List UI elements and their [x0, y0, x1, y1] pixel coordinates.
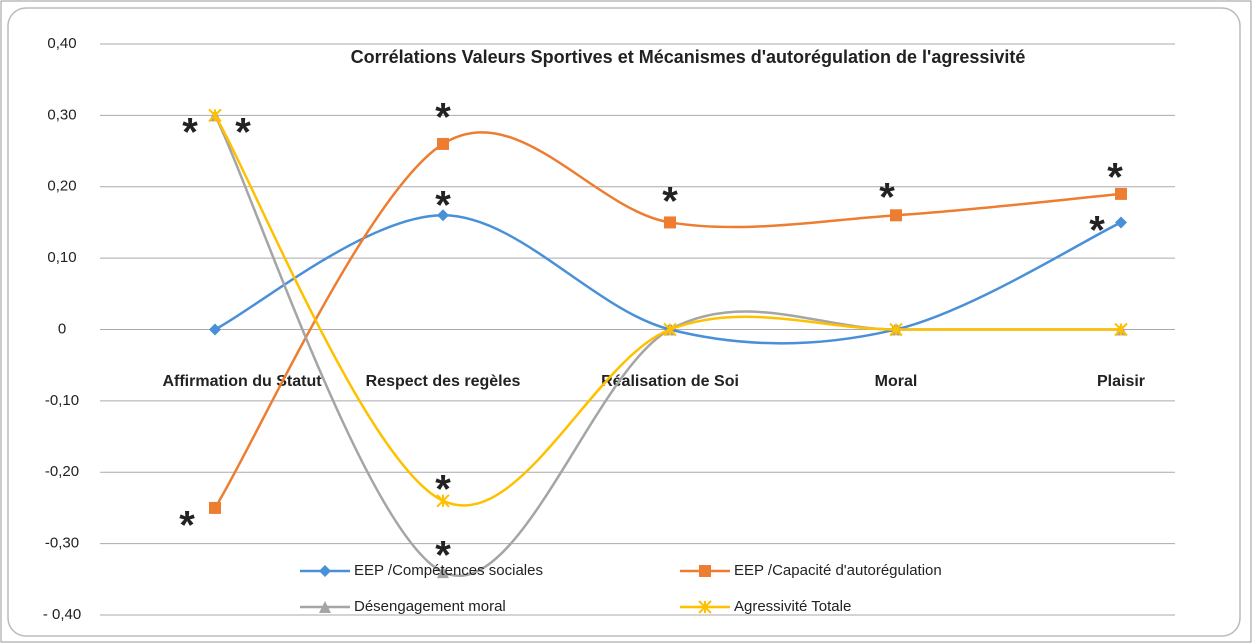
annotation: *: [435, 96, 451, 140]
marker: [437, 566, 449, 579]
x-tick-label: Plaisir: [1097, 373, 1145, 390]
annotation: *: [235, 111, 251, 155]
y-tick-label: 0,30: [47, 106, 76, 123]
annotation: *: [435, 184, 451, 228]
series-line: [213, 114, 1121, 507]
chart-frame: [7, 7, 1241, 637]
marker: [663, 322, 677, 337]
y-tick-label: 0,10: [47, 249, 76, 266]
marker: [890, 209, 902, 222]
marker: [889, 322, 903, 337]
marker: [699, 565, 711, 577]
marker: [437, 137, 449, 150]
y-tick-label: 0,20: [47, 178, 76, 195]
marker: [437, 209, 449, 222]
x-tick-label: Moral: [875, 373, 918, 390]
annotation: *: [662, 180, 678, 224]
marker: [209, 323, 221, 336]
x-tick-label: Réalisation de Soi: [601, 373, 739, 390]
y-tick-label: 0: [58, 320, 66, 337]
y-tick-label: - 0,40: [43, 606, 81, 623]
marker: [209, 501, 221, 514]
annotation: *: [1107, 156, 1123, 200]
annotation: *: [1089, 209, 1105, 253]
marker: [698, 600, 712, 614]
y-tick-label: -0,10: [45, 392, 79, 409]
annotation: *: [879, 176, 895, 220]
marker: [319, 565, 331, 577]
x-tick-label: Respect des regèles: [366, 373, 521, 390]
legend-label: EEP /Compétences sociales: [354, 562, 543, 579]
x-tick-label: Affirmation du Statut: [162, 373, 322, 390]
legend-label: Agressivité Totale: [734, 598, 851, 615]
marker: [664, 216, 676, 229]
annotation: *: [182, 111, 198, 155]
annotation: *: [435, 468, 451, 512]
chart-title: Corrélations Valeurs Sportives et Mécani…: [351, 47, 1026, 67]
annotation: *: [179, 504, 195, 548]
annotation: *: [435, 534, 451, 578]
series-line: [213, 131, 1122, 509]
marker: [208, 108, 222, 123]
y-tick-label: -0,20: [45, 463, 79, 480]
marker: [319, 601, 331, 613]
marker: [1115, 216, 1127, 229]
marker: [436, 494, 450, 508]
marker: [1115, 187, 1127, 200]
series-line: [214, 214, 1122, 345]
y-tick-label: 0,40: [47, 35, 76, 52]
legend-label: EEP /Capacité d'autorégulation: [734, 562, 942, 579]
legend-label: Désengagement moral: [354, 598, 506, 615]
marker: [1114, 322, 1128, 337]
y-tick-label: -0,30: [45, 535, 79, 552]
